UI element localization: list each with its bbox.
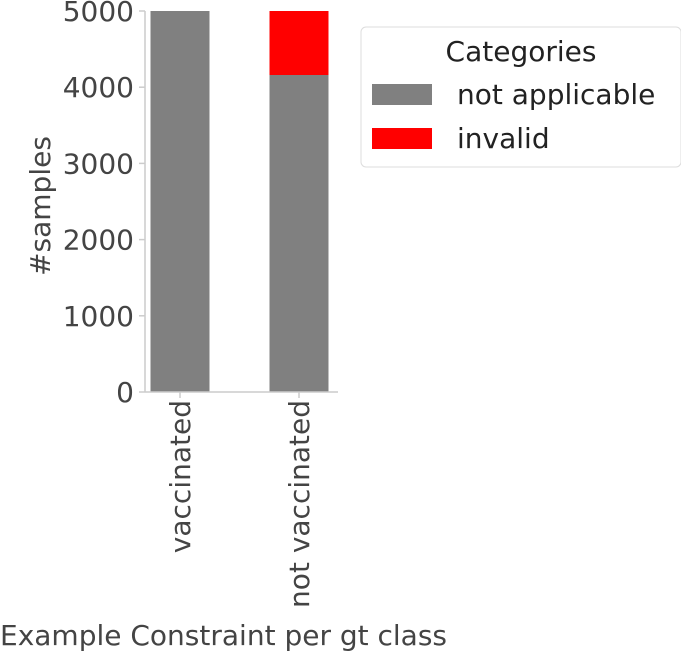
bars-group [150,11,329,393]
bar-invalid-1 [269,11,329,76]
bar-not-applicable-1 [269,75,329,393]
x-axis-title: Example Constraint per gt class [0,619,447,651]
legend: Categories not applicable invalid [360,26,681,168]
y-axis-title: #samples [24,136,57,276]
bar-not-applicable-0 [150,11,210,392]
legend-label: invalid [457,122,550,155]
y-tick-label: 5000 [63,0,134,28]
x-tick-label: not vaccinated [283,400,316,608]
x-tick-label: vaccinated [164,400,197,553]
legend-items: not applicable invalid [372,78,655,155]
legend-swatch [372,84,432,105]
y-tick-label: 4000 [63,71,134,104]
legend-swatch [372,128,432,149]
y-tick-label: 2000 [63,224,134,257]
legend-label: not applicable [457,78,655,111]
y-tick-label: 0 [116,376,134,409]
legend-frame [360,26,681,168]
y-tick-label: 1000 [63,300,134,333]
x-ticks-group: vaccinated not vaccinated [164,392,316,608]
y-ticks-group: 0 1000 2000 3000 4000 5000 [63,0,145,409]
y-tick-label: 3000 [63,147,134,180]
legend-title: Categories [446,35,597,68]
